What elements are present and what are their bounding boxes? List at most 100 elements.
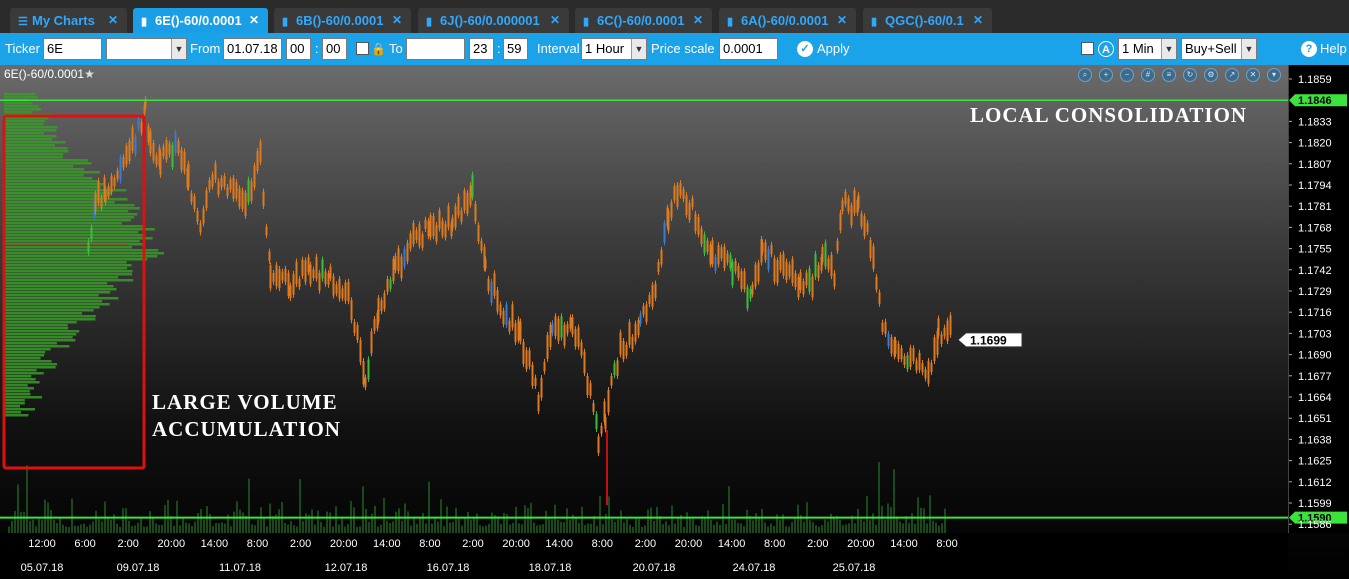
profile-bar [4,117,48,120]
tab-label: 6J()-60/0.000001 [440,13,540,28]
volume-bar [59,516,61,533]
tab-qgc[interactable]: ▮ QGC()-60/0.1 ✕ [863,8,992,33]
candle-body [155,155,158,165]
close-chart-icon[interactable]: ✕ [1246,68,1260,82]
popout-icon[interactable]: ↗ [1225,68,1239,82]
volume-bar [365,508,367,533]
to-minute-input[interactable]: 59 [503,38,528,60]
close-icon[interactable]: ✕ [248,13,259,27]
help-icon[interactable]: ? [1301,41,1317,57]
volume-bar [905,515,907,533]
volume-bar [527,507,529,533]
period-select[interactable]: 1 Min ▼ [1118,38,1177,60]
close-icon[interactable]: ✕ [549,13,560,27]
volume-bar [557,520,559,533]
candle-body [223,175,226,187]
side-select[interactable]: Buy+Sell ▼ [1181,38,1257,60]
candle-body [663,223,666,243]
ticker-select[interactable]: ▼ [106,38,187,60]
favorite-star-icon[interactable]: ★ [84,67,95,81]
settings-icon[interactable]: ⚙ [1204,68,1218,82]
to-date-input[interactable] [406,38,465,60]
from-date-input[interactable]: 01.07.18 [223,38,282,60]
close-icon[interactable]: ✕ [107,13,118,27]
volume-bar [158,525,160,533]
candle-body [477,225,480,242]
bar-chart-icon: ▮ [871,16,878,28]
auto-scale-icon[interactable]: A [1098,41,1114,57]
close-icon[interactable]: ✕ [391,13,402,27]
chart-panel[interactable]: 1.1699 6E()-60/0.0001★ ⌕ + − # ≡ ↻ ⚙ ↗ ✕… [0,65,1349,579]
volume-bar [692,518,694,533]
zoom-fit-icon[interactable]: ⌕ [1078,68,1092,82]
apply-button[interactable]: Apply [817,41,850,56]
to-label: To [389,41,403,56]
auto-checkbox[interactable] [1081,42,1094,55]
price-tick-label: 1.1612 [1298,477,1332,489]
volume-bar [71,498,73,533]
check-icon[interactable]: ✓ [797,41,813,57]
volume-bar [740,523,742,533]
tab-6b[interactable]: ▮ 6B()-60/0.0001 ✕ [274,8,411,33]
collapse-icon[interactable]: ▾ [1267,68,1281,82]
volume-bar [317,510,319,533]
candle-body [820,257,823,271]
tab-label: 6A()-60/0.0001 [741,13,829,28]
candle-body [799,272,802,290]
tab-6j[interactable]: ▮ 6J()-60/0.000001 ✕ [418,8,569,33]
candle-body [688,202,691,221]
price-axis[interactable]: 1.1859 1.1846 1.1833 1.1820 1.1807 1.1794 1.17… [1288,65,1349,533]
price-scale-input[interactable]: 0.0001 [719,38,778,60]
grid-icon[interactable]: # [1141,68,1155,82]
level-high-label: 1.1846 [1298,95,1332,107]
from-hour-input[interactable]: 00 [286,38,311,60]
close-icon[interactable]: ✕ [692,13,703,27]
refresh-icon[interactable]: ↻ [1183,68,1197,82]
price-tick-label: 1.1729 [1298,286,1332,298]
candle-body [253,165,256,188]
candle-body [318,272,321,291]
tab-my-charts[interactable]: ☰ My Charts ✕ [10,8,127,33]
time-axis[interactable]: 12:00 6:00 2:00 20:00 14:00 8:00 2:00 20:00 14:0… [0,533,1288,579]
help-link[interactable]: Help [1320,41,1347,56]
volume-bar [635,517,637,533]
close-icon[interactable]: ✕ [972,13,983,27]
to-hour-input[interactable]: 23 [469,38,494,60]
volume-bar [209,513,211,533]
candle-body [247,179,250,203]
volume-bar [809,520,811,533]
interval-select[interactable]: 1 Hour ▼ [581,38,647,60]
zoom-in-icon[interactable]: + [1099,68,1113,82]
volume-bar [467,512,469,533]
ticker-input[interactable]: 6E [43,38,102,60]
candle-body [709,244,712,265]
volume-bar [389,522,391,533]
candle-body [421,234,424,248]
time-tick-label: 14:00 [890,538,918,550]
close-icon[interactable]: ✕ [836,13,847,27]
time-tick-label: 20:00 [158,538,186,550]
zoom-out-icon[interactable]: − [1120,68,1134,82]
candle-body [619,332,622,355]
profile-bar [4,360,52,363]
date-tick-label: 12.07.18 [325,562,368,574]
price-plot[interactable]: 1.1699 [0,65,1288,533]
candle-body [490,281,493,303]
from-minute-input[interactable]: 00 [322,38,347,60]
date-tick-label: 25.07.18 [833,562,876,574]
volume-bar [626,519,628,533]
time-tick-label: 6:00 [74,538,95,550]
candle-body [749,288,752,299]
bars-icon[interactable]: ≡ [1162,68,1176,82]
tab-label: 6B()-60/0.0001 [296,13,384,28]
candle-body [466,192,469,214]
candle-body [444,223,447,238]
profile-bar [4,357,41,360]
to-checkbox[interactable] [356,42,369,55]
tab-6e[interactable]: ▮ 6E()-60/0.0001 ✕ [133,8,268,33]
volume-bar [881,505,883,533]
tab-6a[interactable]: ▮ 6A()-60/0.0001 ✕ [719,8,856,33]
tab-6c[interactable]: ▮ 6C()-60/0.0001 ✕ [575,8,712,33]
profile-bar [4,198,128,201]
lock-icon[interactable]: 🔒 [371,42,386,56]
